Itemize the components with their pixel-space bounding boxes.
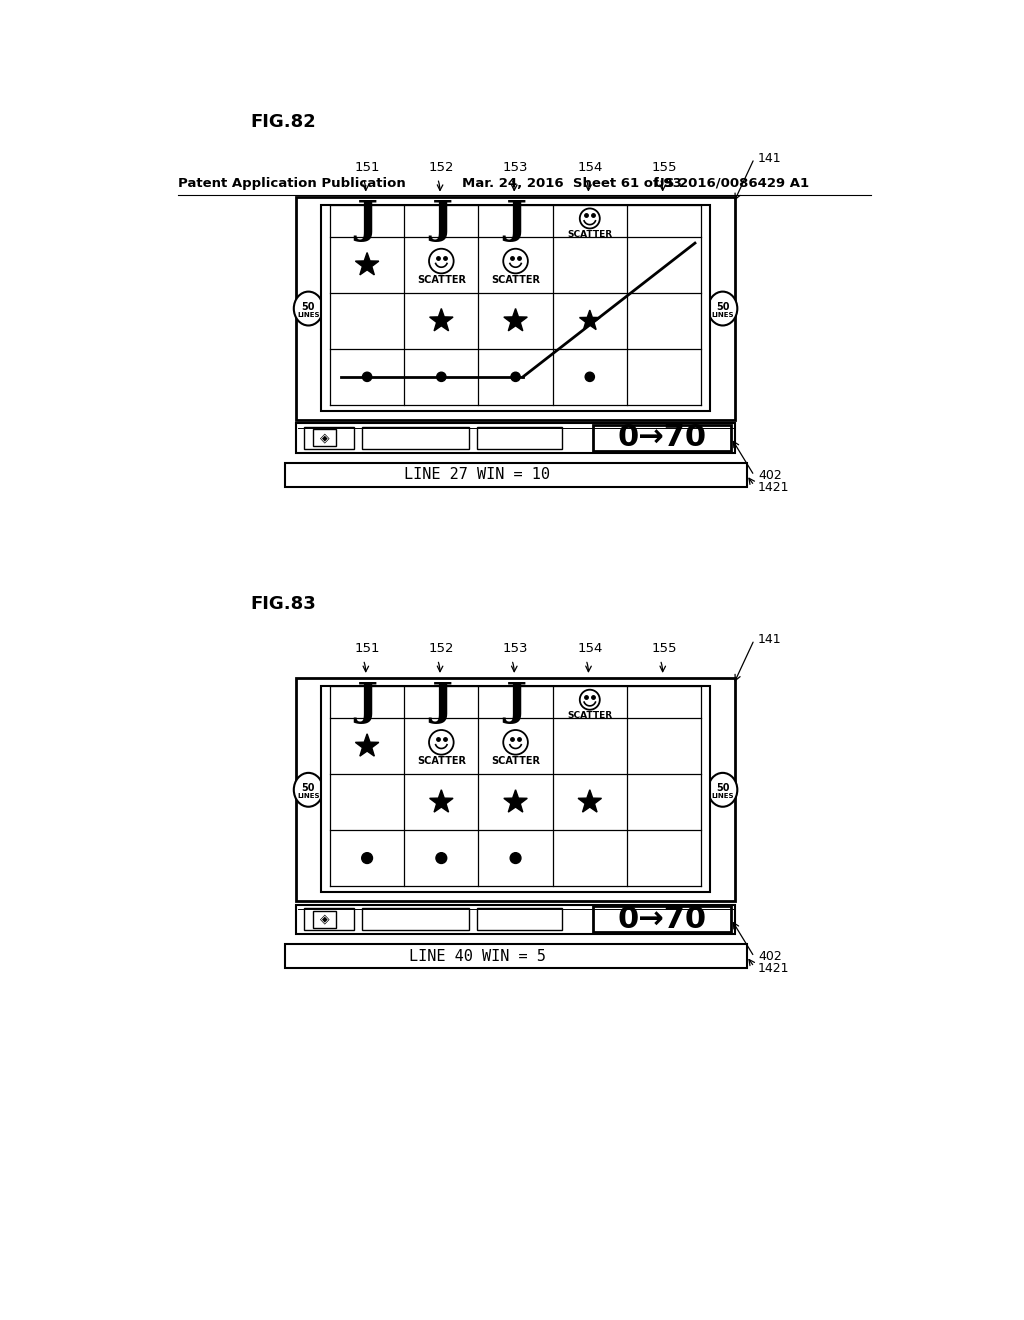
Bar <box>296 197 735 420</box>
Circle shape <box>511 372 520 381</box>
Text: 402: 402 <box>758 469 782 482</box>
Bar <box>313 429 336 446</box>
Bar <box>361 428 469 449</box>
Bar <box>361 908 469 929</box>
Ellipse shape <box>294 774 323 807</box>
Bar <box>285 462 746 487</box>
Polygon shape <box>580 310 600 330</box>
Circle shape <box>361 853 373 863</box>
Text: SCATTER: SCATTER <box>417 756 466 766</box>
Text: 153: 153 <box>503 161 528 174</box>
Text: J: J <box>505 681 526 723</box>
Circle shape <box>436 372 446 381</box>
Bar <box>593 425 731 451</box>
Text: 154: 154 <box>578 161 602 174</box>
Text: 154: 154 <box>578 642 602 655</box>
Text: FIG.83: FIG.83 <box>250 595 315 612</box>
Text: J: J <box>505 199 526 243</box>
Text: 155: 155 <box>651 161 677 174</box>
Text: SCATTER: SCATTER <box>567 711 612 721</box>
Polygon shape <box>504 309 527 331</box>
Text: J: J <box>431 199 452 243</box>
Bar <box>304 908 354 929</box>
Circle shape <box>585 372 594 381</box>
Polygon shape <box>579 789 601 812</box>
Text: 141: 141 <box>758 152 781 165</box>
Circle shape <box>436 853 446 863</box>
Text: LINES: LINES <box>712 793 734 799</box>
Text: Patent Application Publication: Patent Application Publication <box>178 177 407 190</box>
Bar <box>285 944 746 969</box>
Text: 155: 155 <box>651 642 677 655</box>
Bar <box>321 205 711 411</box>
Bar <box>296 678 735 902</box>
Text: J: J <box>356 681 378 723</box>
Text: 1421: 1421 <box>758 962 790 975</box>
Polygon shape <box>430 309 453 331</box>
Bar <box>313 911 336 928</box>
Text: LINES: LINES <box>297 793 319 799</box>
Text: 0→70: 0→70 <box>617 424 707 453</box>
Text: 402: 402 <box>758 950 782 964</box>
Text: 153: 153 <box>503 642 528 655</box>
Polygon shape <box>355 734 379 756</box>
Ellipse shape <box>294 292 323 326</box>
Bar <box>477 428 562 449</box>
Polygon shape <box>355 252 379 275</box>
Text: LINES: LINES <box>297 312 319 318</box>
Text: 50: 50 <box>716 302 729 312</box>
Text: J: J <box>356 199 378 243</box>
Text: 50: 50 <box>302 783 315 793</box>
Text: 1421: 1421 <box>758 480 790 494</box>
Ellipse shape <box>708 774 737 807</box>
Text: 50: 50 <box>302 302 315 312</box>
Text: ◈: ◈ <box>319 432 330 445</box>
Text: SCATTER: SCATTER <box>417 275 466 285</box>
Text: SCATTER: SCATTER <box>492 275 540 285</box>
Text: ◈: ◈ <box>319 912 330 925</box>
Ellipse shape <box>708 292 737 326</box>
Text: 152: 152 <box>429 161 454 174</box>
Text: SCATTER: SCATTER <box>492 756 540 766</box>
Text: FIG.82: FIG.82 <box>250 114 315 132</box>
Text: J: J <box>431 681 452 723</box>
Text: LINE 40 WIN = 5: LINE 40 WIN = 5 <box>409 949 546 964</box>
Bar <box>296 424 735 453</box>
Circle shape <box>510 853 521 863</box>
Text: US 2016/0086429 A1: US 2016/0086429 A1 <box>654 177 809 190</box>
Text: 152: 152 <box>429 642 454 655</box>
Text: SCATTER: SCATTER <box>567 230 612 239</box>
Bar <box>296 904 735 933</box>
Text: LINES: LINES <box>712 312 734 318</box>
Text: 141: 141 <box>758 634 781 647</box>
Text: 50: 50 <box>716 783 729 793</box>
Text: 151: 151 <box>354 642 380 655</box>
Text: Mar. 24, 2016  Sheet 61 of 93: Mar. 24, 2016 Sheet 61 of 93 <box>462 177 682 190</box>
Bar <box>593 906 731 932</box>
Text: 0→70: 0→70 <box>617 904 707 933</box>
Polygon shape <box>504 789 527 812</box>
Bar <box>321 686 711 892</box>
Polygon shape <box>430 789 453 812</box>
Bar <box>304 428 354 449</box>
Bar <box>477 908 562 929</box>
Text: LINE 27 WIN = 10: LINE 27 WIN = 10 <box>404 467 550 482</box>
Circle shape <box>362 372 372 381</box>
Text: 151: 151 <box>354 161 380 174</box>
